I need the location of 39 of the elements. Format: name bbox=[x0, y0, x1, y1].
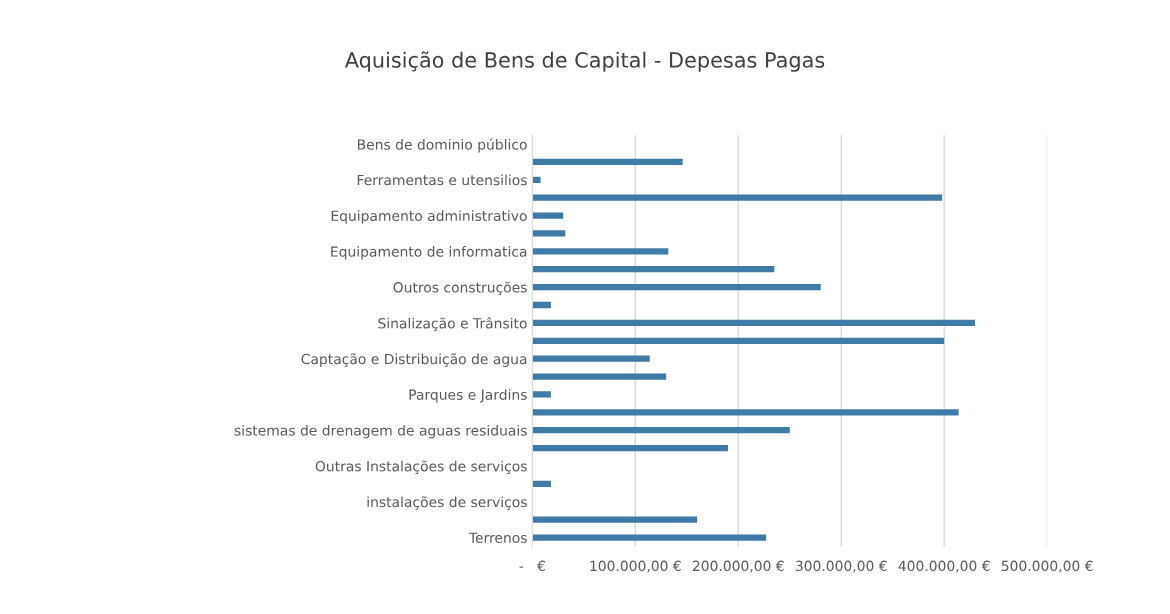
bar bbox=[532, 516, 698, 523]
y-tick-label: Parques e Jardins bbox=[409, 389, 527, 403]
bar bbox=[532, 283, 821, 291]
y-tick-label: Ferramentas e utensilios bbox=[357, 174, 527, 186]
bar bbox=[532, 248, 669, 255]
bar bbox=[532, 176, 541, 183]
x-tick-label: 400.000,00 € bbox=[898, 560, 990, 573]
bar bbox=[532, 158, 683, 166]
y-tick-label: instalações de serviços bbox=[367, 496, 527, 510]
y-tick-label: Captação e Distribuição de agua bbox=[301, 353, 527, 367]
bar bbox=[532, 391, 551, 398]
x-tick-label: - € bbox=[519, 560, 545, 572]
x-tick-label: 500.000,00 € bbox=[1001, 560, 1093, 573]
bar bbox=[532, 534, 767, 541]
bar bbox=[532, 337, 945, 344]
x-tick-label: 300.000,00 € bbox=[795, 560, 887, 573]
y-tick-label: Equipamento administrativo bbox=[331, 210, 527, 224]
bar bbox=[532, 409, 959, 416]
bar bbox=[532, 373, 667, 380]
bar bbox=[532, 194, 943, 201]
y-tick-label: Equipamento de informatica bbox=[331, 246, 527, 260]
bar bbox=[532, 301, 551, 309]
y-tick-label: Terrenos bbox=[468, 532, 527, 543]
bar bbox=[532, 444, 728, 452]
y-tick-label: Sinalização e Trânsito bbox=[378, 317, 527, 332]
chart-title: Aquisição de Bens de Capital - Depesas Pagas bbox=[344, 51, 825, 72]
y-tick-label: Bens de dominio público bbox=[357, 138, 527, 153]
y-tick-label: Outros construções bbox=[393, 281, 527, 296]
bar bbox=[532, 480, 551, 487]
bar bbox=[532, 355, 650, 362]
bar bbox=[532, 230, 566, 237]
x-tick-label: 100.000,00 € bbox=[590, 560, 681, 573]
bar bbox=[532, 427, 790, 434]
bar bbox=[532, 319, 976, 327]
y-tick-label: sistemas de drenagem de aguas residuais bbox=[234, 424, 527, 439]
x-tick-label: 200.000,00 € bbox=[692, 560, 784, 573]
bar bbox=[532, 266, 775, 273]
bar bbox=[532, 212, 564, 219]
y-tick-label: Outras Instalações de serviços bbox=[315, 460, 527, 474]
